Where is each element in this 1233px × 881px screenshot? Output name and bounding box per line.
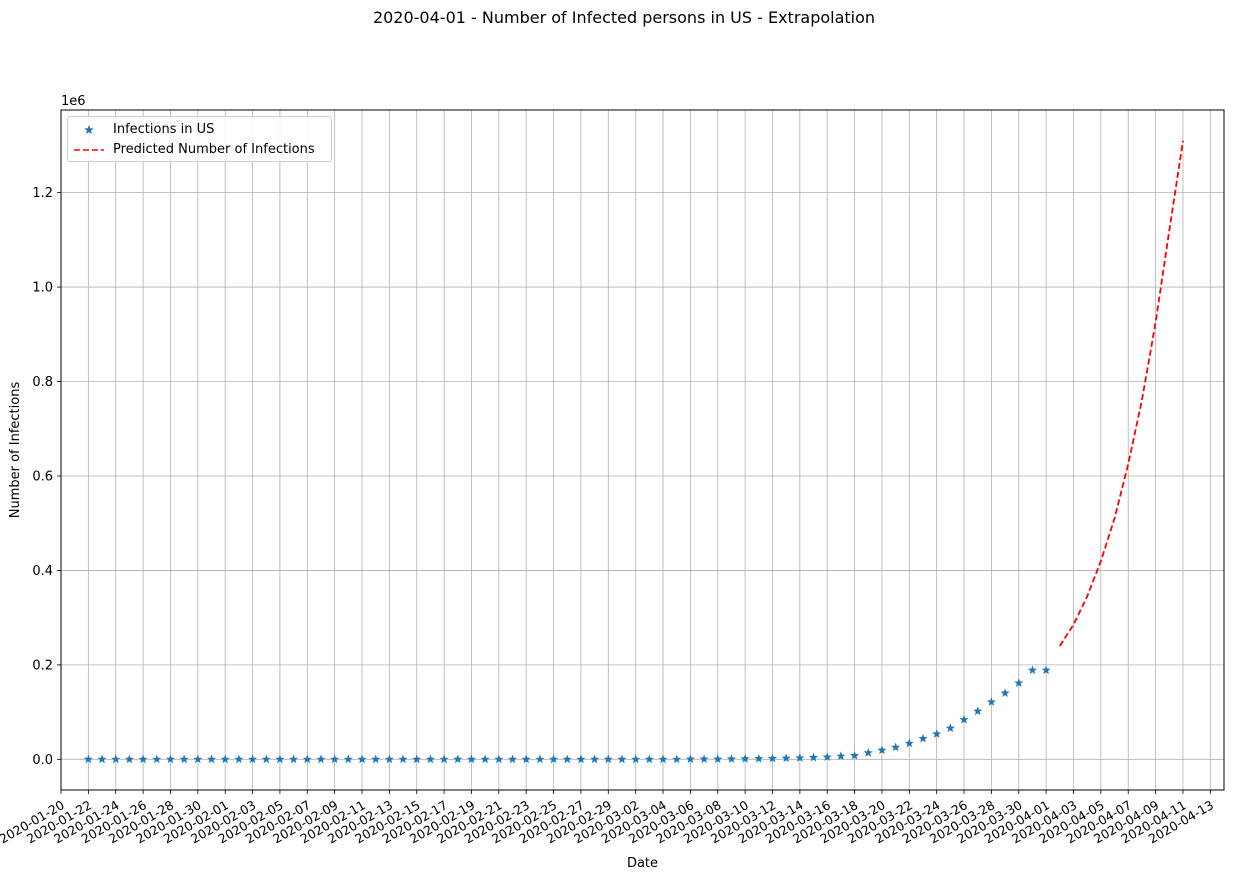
data-point — [918, 733, 928, 743]
data-point — [850, 750, 860, 760]
predicted-line — [1059, 140, 1184, 647]
data-point — [357, 754, 367, 764]
data-point — [83, 754, 93, 764]
data-point — [1027, 665, 1038, 675]
data-point — [507, 754, 518, 764]
data-point — [220, 754, 230, 764]
y-tick-label: 1.2 — [32, 186, 53, 201]
data-point — [343, 754, 353, 764]
data-point — [439, 754, 449, 764]
y-offset-label: 1e6 — [61, 94, 86, 109]
data-point — [754, 753, 764, 763]
data-point — [111, 754, 121, 764]
y-tick-label: 1.0 — [32, 281, 53, 296]
data-point — [644, 754, 654, 764]
data-point — [685, 754, 695, 764]
data-point — [330, 754, 340, 764]
data-point — [549, 754, 559, 764]
dashed-line-icon — [74, 149, 104, 151]
y-axis-label: Number of Infections — [8, 382, 23, 519]
data-point — [617, 754, 627, 764]
legend-item-predicted: Predicted Number of Infections — [68, 141, 331, 159]
y-tick-label: 0.8 — [32, 375, 53, 390]
data-point — [631, 754, 641, 764]
data-point — [562, 754, 572, 764]
y-tick-label: 0.6 — [32, 469, 53, 484]
data-point — [1041, 665, 1051, 675]
data-point — [713, 754, 723, 763]
chart-title: 2020-04-01 - Number of Infected persons … — [372, 8, 876, 27]
y-tick-label: 0.0 — [32, 753, 53, 768]
plot-frame — [60, 109, 1225, 791]
data-point — [247, 754, 258, 764]
data-point — [781, 753, 791, 763]
data-point — [973, 706, 983, 716]
y-tick-label: 0.2 — [32, 658, 53, 673]
legend-item-infections: Infections in US — [68, 121, 331, 139]
star-marker-icon — [84, 125, 94, 135]
data-point — [165, 754, 176, 764]
x-axis-ticks: 2020-01-202020-01-222020-01-242020-01-26… — [0, 790, 1216, 847]
data-point — [316, 754, 326, 764]
data-point — [603, 754, 613, 764]
data-point — [1014, 678, 1024, 687]
data-point — [152, 754, 162, 764]
data-point — [945, 723, 955, 733]
data-point — [289, 754, 299, 764]
data-point — [959, 714, 969, 724]
y-tick-label: 0.4 — [32, 564, 53, 579]
data-point — [877, 745, 887, 755]
data-point — [590, 754, 600, 764]
data-point — [480, 754, 490, 764]
data-point — [904, 738, 914, 748]
data-point — [822, 752, 832, 761]
data-point — [699, 754, 709, 763]
data-point — [891, 742, 901, 752]
data-point — [425, 754, 435, 764]
data-point — [234, 754, 244, 764]
data-point — [398, 754, 408, 764]
data-point — [576, 754, 586, 764]
data-point — [124, 754, 134, 764]
data-point — [932, 729, 942, 738]
legend-label-infections: Infections in US — [113, 122, 215, 137]
data-point — [863, 748, 873, 757]
data-point — [726, 754, 736, 763]
data-point — [658, 754, 668, 764]
data-point — [453, 754, 463, 764]
legend-label-predicted: Predicted Number of Infections — [113, 142, 315, 157]
data-point — [521, 754, 531, 764]
data-point — [179, 754, 189, 764]
y-axis-ticks: 0.0 0.2 0.4 0.6 0.8 1.0 1.2 — [32, 186, 61, 768]
data-point — [384, 754, 394, 764]
data-point — [836, 751, 846, 761]
observed-series — [83, 665, 1051, 764]
data-point — [672, 754, 682, 764]
data-point — [97, 754, 107, 764]
data-point — [795, 753, 805, 762]
data-point — [808, 752, 819, 762]
legend: Infections in US Predicted Number of Inf… — [67, 116, 332, 162]
data-point — [494, 754, 504, 764]
data-point — [1000, 688, 1010, 697]
data-point — [138, 754, 148, 764]
data-point — [740, 754, 750, 763]
data-point — [193, 754, 203, 764]
data-point — [535, 754, 545, 764]
data-point — [302, 754, 312, 764]
data-point — [261, 754, 271, 764]
x-axis-label: Date — [627, 856, 658, 871]
data-point — [371, 754, 381, 764]
data-point — [275, 754, 285, 764]
predicted-series — [1059, 140, 1184, 647]
data-point — [986, 697, 996, 706]
data-point — [206, 754, 217, 764]
grid-lines — [60, 110, 1224, 790]
data-point — [466, 754, 477, 764]
data-point — [412, 754, 422, 764]
data-point — [767, 753, 778, 763]
